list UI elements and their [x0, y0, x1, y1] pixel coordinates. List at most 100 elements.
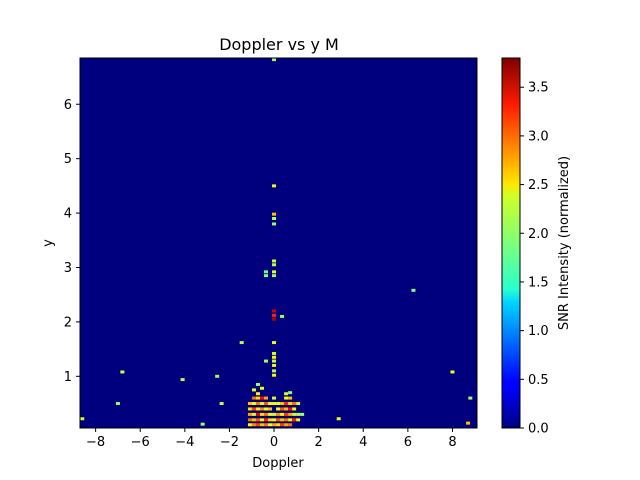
heatmap-cell: [255, 407, 260, 411]
heatmap-cell: [247, 407, 252, 411]
y-tick-label: 1: [64, 370, 72, 385]
heatmap-cell: [215, 374, 220, 378]
heatmap-cell: [268, 402, 273, 406]
heatmap-cell: [259, 418, 264, 422]
heatmap-cell: [468, 396, 473, 400]
plot-area: [79, 57, 478, 429]
heatmap-cell: [284, 402, 289, 406]
heatmap-cell: [272, 402, 277, 406]
heatmap-cell: [264, 270, 269, 274]
heatmap-cell: [251, 423, 256, 427]
y-axis-label: y: [41, 239, 56, 247]
heatmap-cell: [200, 422, 205, 426]
heatmap-cell: [255, 418, 260, 422]
heatmap-cell: [251, 418, 256, 422]
heatmap-cell: [276, 402, 281, 406]
x-tick-label: 0: [270, 435, 278, 450]
heatmap-cell: [288, 418, 293, 422]
heatmap-cell: [280, 407, 285, 411]
heatmap-cell: [80, 417, 85, 421]
heatmap-cell: [284, 407, 289, 411]
heatmap-background: [80, 58, 477, 428]
heatmap-cell: [272, 313, 277, 317]
heatmap-cell: [272, 317, 277, 321]
heatmap-cell: [272, 412, 277, 416]
heatmap-cell: [272, 418, 277, 422]
heatmap-cell: [251, 412, 256, 416]
heatmap-cell: [272, 217, 277, 221]
heatmap-cell: [272, 58, 277, 62]
colorbar-tick-label: 2.5: [528, 178, 549, 193]
heatmap-cell: [264, 407, 269, 411]
y-tick-label: 6: [64, 98, 72, 113]
heatmap-cell: [280, 314, 285, 318]
heatmap-cell: [272, 184, 277, 188]
heatmap-cell: [272, 359, 277, 363]
heatmap-cell: [264, 274, 269, 278]
y-tick-label: 2: [64, 315, 72, 330]
heatmap-cell: [219, 402, 224, 406]
x-tick-label: 8: [448, 435, 456, 450]
x-axis-ticks: −8 −6 −4 −2 0 2 4 6 8: [86, 428, 457, 450]
colorbar-tick-label: 1.0: [528, 324, 549, 339]
y-tick-label: 5: [64, 152, 72, 167]
heatmap-cell: [292, 407, 297, 411]
heatmap-cell: [251, 402, 256, 406]
heatmap-cell: [280, 423, 285, 427]
heatmap-cell: [280, 402, 285, 406]
heatmap-cell: [268, 407, 273, 411]
heatmap-cell: [276, 407, 281, 411]
heatmap-cell: [280, 418, 285, 422]
heatmap-cell: [272, 222, 277, 226]
heatmap-cell: [272, 423, 277, 427]
heatmap-cell: [268, 418, 273, 422]
heatmap-cell: [272, 373, 277, 377]
heatmap-cell: [288, 423, 293, 427]
heatmap-cell: [264, 359, 269, 363]
heatmap-cell: [272, 309, 277, 313]
colorbar-label: SNR Intensity (normalized): [557, 156, 572, 330]
heatmap-cell: [264, 412, 269, 416]
heatmap-cell: [280, 412, 285, 416]
colorbar-ticks: 0.0 0.5 1.0 1.5 2.0 2.5 3.0 3.5: [520, 81, 549, 437]
colorbar-tick-label: 3.0: [528, 129, 549, 144]
x-tick-label: −6: [131, 435, 150, 450]
heatmap-cell: [292, 412, 297, 416]
heatmap-cell: [247, 402, 252, 406]
heatmap-cell: [251, 407, 256, 411]
heatmap-cell: [284, 423, 289, 427]
heatmap-cell: [336, 417, 341, 421]
chart-title: Doppler vs y M: [219, 35, 339, 54]
heatmap-cell: [284, 392, 289, 396]
y-tick-label: 3: [64, 261, 72, 276]
x-axis-label: Doppler: [252, 456, 304, 471]
heatmap-cell: [296, 418, 301, 422]
heatmap-cell: [247, 423, 252, 427]
colorbar-tick-label: 0.5: [528, 373, 549, 388]
heatmap-cell: [450, 370, 455, 374]
heatmap-cell: [247, 418, 252, 422]
heatmap-cells: [80, 58, 473, 427]
heatmap-cell: [268, 423, 273, 427]
heatmap-cell: [272, 270, 277, 274]
x-tick-label: −2: [220, 435, 239, 450]
heatmap-cell: [272, 363, 277, 367]
heatmap-cell: [466, 421, 471, 425]
colorbar-tick-label: 0.0: [528, 422, 549, 437]
heatmap-cell: [284, 418, 289, 422]
heatmap-cell: [272, 341, 277, 345]
heatmap-cell: [255, 392, 260, 396]
heatmap-cell: [264, 423, 269, 427]
heatmap-cell: [288, 402, 293, 406]
colorbar: 0.0 0.5 1.0 1.5 2.0 2.5 3.0 3.5 SNR Intensity (…: [501, 57, 572, 437]
heatmap-cell: [292, 418, 297, 422]
x-tick-label: 4: [359, 435, 367, 450]
heatmap-cell: [272, 263, 277, 267]
x-tick-label: −8: [86, 435, 105, 450]
heatmap-cell: [296, 412, 301, 416]
heatmap-cell: [411, 288, 416, 292]
heatmap-cell: [288, 412, 293, 416]
y-axis-ticks: 1 2 3 4 5 6: [64, 98, 80, 385]
heatmap-cell: [259, 402, 264, 406]
heatmap-cell: [259, 407, 264, 411]
